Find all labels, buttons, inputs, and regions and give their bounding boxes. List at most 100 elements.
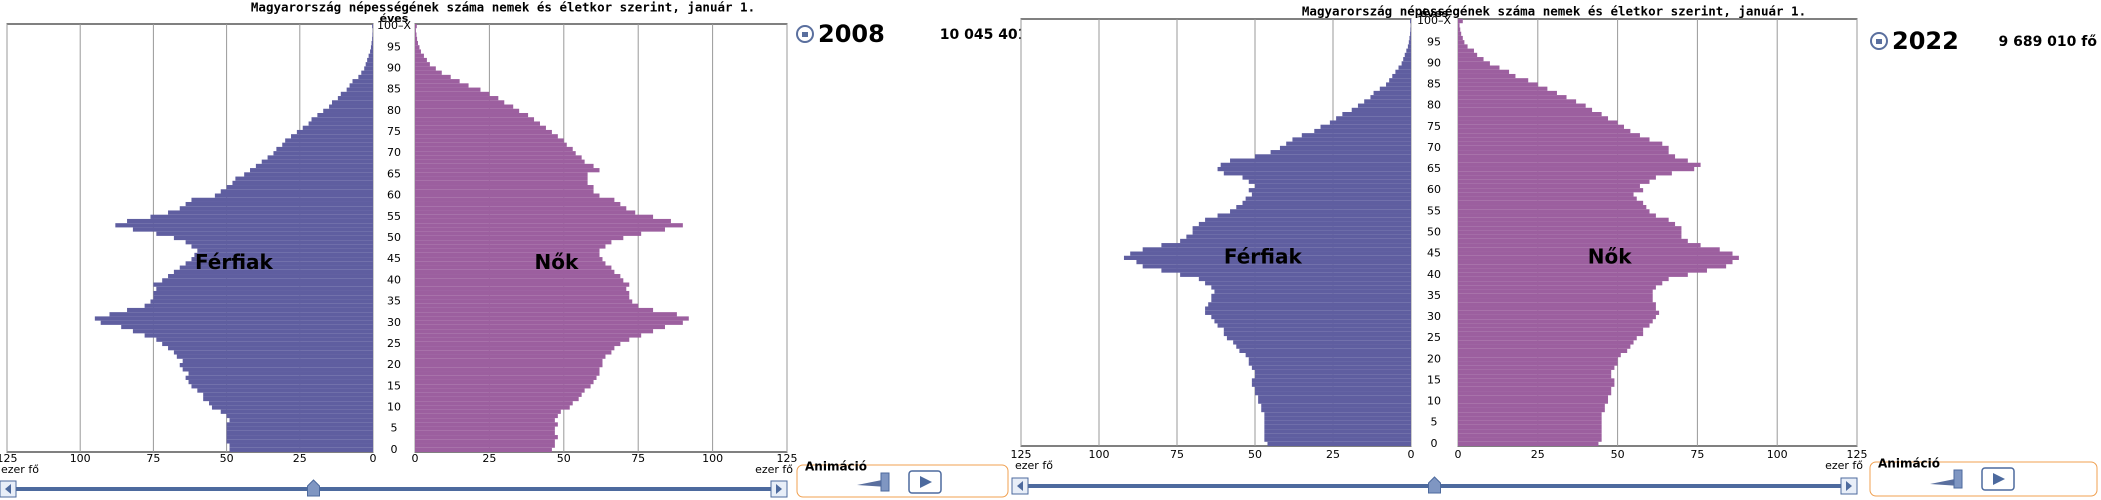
bar <box>415 252 600 258</box>
bar <box>1458 310 1660 315</box>
x-tick-label: 0 <box>370 452 377 465</box>
bar <box>1286 141 1411 146</box>
bar <box>144 303 373 308</box>
speed-knob[interactable] <box>880 472 890 492</box>
bar <box>1205 281 1411 286</box>
x-tick-label: 25 <box>1326 448 1340 461</box>
bar <box>415 248 600 253</box>
bar <box>1251 382 1411 387</box>
bar <box>1357 103 1411 108</box>
age-tick-label: 75 <box>1427 120 1441 133</box>
bar <box>168 274 373 279</box>
bar <box>1242 175 1411 180</box>
bar <box>1226 336 1411 341</box>
bar <box>1458 99 1577 104</box>
bar <box>368 53 373 58</box>
bar <box>415 312 677 317</box>
bar <box>182 358 373 364</box>
bar <box>191 197 373 202</box>
bar <box>1214 289 1411 294</box>
scroll-left[interactable] <box>1017 481 1023 491</box>
legend-label: Férfiak <box>195 250 274 274</box>
bar <box>415 396 579 402</box>
age-tick-label: 80 <box>387 104 401 117</box>
bar <box>415 49 421 54</box>
bar <box>1255 183 1411 189</box>
bar <box>415 151 576 156</box>
bar <box>415 307 654 313</box>
chart-title: Magyarország népességének száma nemek és… <box>251 0 755 15</box>
x-tick-label: 75 <box>146 452 160 465</box>
scroll-track <box>0 487 787 491</box>
bar <box>1458 298 1653 303</box>
bar <box>415 218 671 224</box>
bar <box>1248 357 1411 362</box>
bar <box>1267 441 1411 446</box>
bar <box>1180 238 1411 244</box>
bar <box>415 358 603 364</box>
bar <box>121 324 373 330</box>
bar <box>188 379 373 385</box>
bar <box>415 108 520 113</box>
age-tick-label: 35 <box>1427 289 1441 302</box>
bar <box>415 324 665 330</box>
bar <box>1255 386 1411 392</box>
bar <box>1217 213 1411 218</box>
bar <box>371 40 373 46</box>
bar <box>1251 378 1411 383</box>
bar <box>1458 103 1586 108</box>
bar <box>285 138 373 143</box>
bar <box>1458 357 1618 362</box>
x-tick-label: 50 <box>220 452 234 465</box>
bar <box>415 206 627 211</box>
play-button[interactable] <box>1993 473 2005 485</box>
scroll-thumb[interactable] <box>307 479 320 497</box>
bar <box>1392 73 1411 79</box>
bar <box>1458 150 1669 155</box>
bar <box>1458 293 1653 299</box>
speed-slider[interactable] <box>1930 478 1960 486</box>
bar <box>415 295 630 300</box>
bar <box>1458 238 1688 244</box>
bar <box>1458 95 1567 100</box>
speed-slider[interactable] <box>857 479 887 487</box>
age-tick-label: 20 <box>1427 352 1441 365</box>
bar <box>415 129 552 135</box>
age-tick-label: 65 <box>1427 162 1441 175</box>
bar <box>415 227 665 232</box>
bar <box>415 36 418 41</box>
bar <box>1458 331 1644 337</box>
lock-icon[interactable] <box>802 32 808 37</box>
bar <box>415 422 558 427</box>
bar <box>415 112 529 118</box>
scroll-right[interactable] <box>776 484 782 494</box>
bar <box>1458 23 1460 28</box>
bar <box>1410 19 1411 24</box>
speed-knob[interactable] <box>1953 469 1963 489</box>
bar <box>1211 285 1411 290</box>
bar <box>1245 352 1411 358</box>
bar <box>226 439 373 444</box>
bar <box>100 320 374 325</box>
bar <box>370 49 373 54</box>
bar <box>1458 183 1640 189</box>
bar <box>1458 361 1618 366</box>
bar <box>1251 192 1411 197</box>
bar <box>273 151 373 156</box>
bar <box>168 210 373 215</box>
scroll-left[interactable] <box>5 484 11 494</box>
bar <box>1370 95 1411 100</box>
legend-label: Nők <box>1588 245 1632 269</box>
age-tick-label: 15 <box>1427 373 1441 386</box>
bar <box>415 146 573 152</box>
lock-icon[interactable] <box>1876 39 1882 44</box>
scroll-thumb[interactable] <box>1428 476 1441 494</box>
bar <box>1458 374 1612 379</box>
bar <box>1458 171 1672 176</box>
bar <box>1458 128 1631 134</box>
bar <box>1458 69 1510 74</box>
play-button[interactable] <box>920 476 932 488</box>
age-tick-label: 80 <box>1427 99 1441 112</box>
bar <box>415 28 416 33</box>
scroll-right[interactable] <box>1846 481 1852 491</box>
